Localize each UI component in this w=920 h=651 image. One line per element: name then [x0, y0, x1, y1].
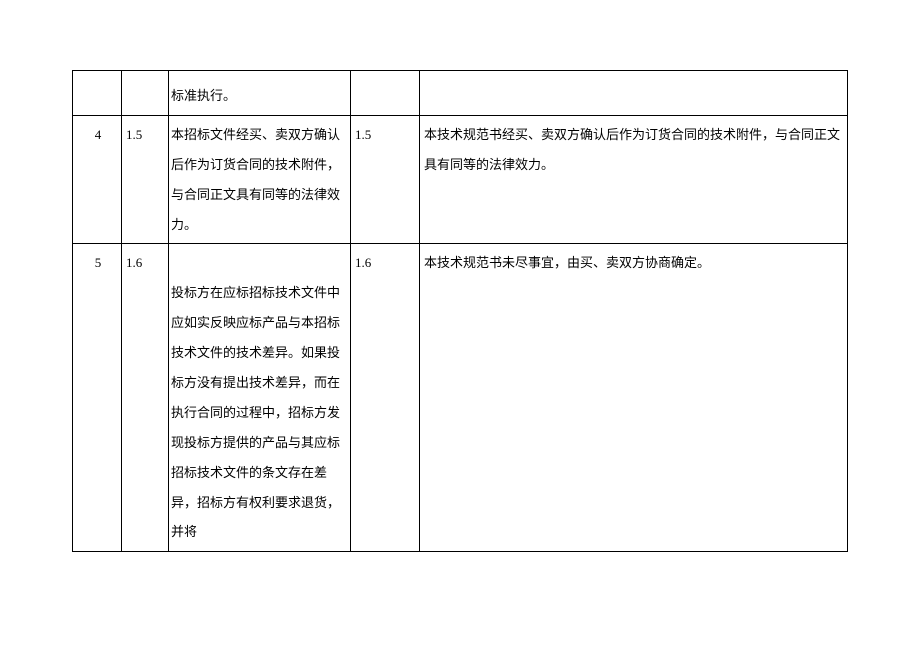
- document-table: 标准执行。 4 1.5 本招标文件经买、卖双方确认后作为订货合同的技术附件，与合…: [72, 70, 848, 552]
- cell-content1: 投标方在应标招标技术文件中应如实反映应标产品与本招标技术文件的技术差异。如果投标…: [169, 244, 351, 552]
- cell-content2: 本技术规范书未尽事宜，由买、卖双方协商确定。: [420, 244, 848, 552]
- cell-seq: 5: [73, 244, 122, 552]
- cell-content1: 本招标文件经买、卖双方确认后作为订货合同的技术附件，与合同正文具有同等的法律效力…: [169, 115, 351, 244]
- cell-content2: [420, 71, 848, 116]
- cell-ref1: 1.6: [122, 244, 169, 552]
- cell-seq: 4: [73, 115, 122, 244]
- cell-content1: 标准执行。: [169, 71, 351, 116]
- cell-content1-text: 投标方在应标招标技术文件中应如实反映应标产品与本招标技术文件的技术差异。如果投标…: [171, 285, 340, 539]
- cell-ref1: 1.5: [122, 115, 169, 244]
- cell-ref2: 1.6: [351, 244, 420, 552]
- table-row: 5 1.6 投标方在应标招标技术文件中应如实反映应标产品与本招标技术文件的技术差…: [73, 244, 848, 552]
- table-row: 标准执行。: [73, 71, 848, 116]
- table-row: 4 1.5 本招标文件经买、卖双方确认后作为订货合同的技术附件，与合同正文具有同…: [73, 115, 848, 244]
- cell-ref1: [122, 71, 169, 116]
- cell-content2: 本技术规范书经买、卖双方确认后作为订货合同的技术附件，与合同正文具有同等的法律效…: [420, 115, 848, 244]
- cell-ref2: [351, 71, 420, 116]
- page-container: 标准执行。 4 1.5 本招标文件经买、卖双方确认后作为订货合同的技术附件，与合…: [0, 0, 920, 592]
- cell-ref2: 1.5: [351, 115, 420, 244]
- cell-seq: [73, 71, 122, 116]
